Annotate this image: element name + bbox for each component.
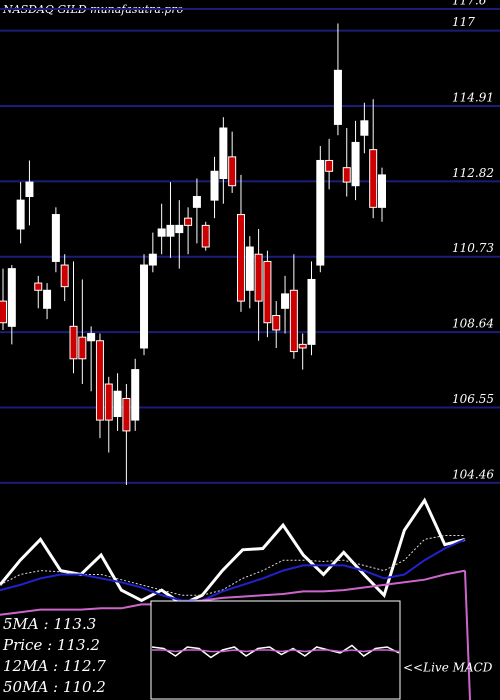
y-tick-label: 104.46 xyxy=(452,467,494,481)
candle-body xyxy=(148,253,157,266)
y-tick-label: 114.91 xyxy=(452,91,494,105)
macd-layer xyxy=(151,644,400,659)
candle-body xyxy=(281,293,290,309)
candle-body xyxy=(25,181,34,198)
ma-label: 12MA : 112.7 xyxy=(3,657,106,675)
candle-body xyxy=(113,390,122,417)
candle-body xyxy=(316,159,325,266)
candle-body xyxy=(307,278,316,345)
candle-body xyxy=(228,156,237,187)
y-tick-label: 117 xyxy=(452,15,475,29)
ma-line xyxy=(0,569,466,616)
candle-body xyxy=(254,253,263,302)
candle-body xyxy=(210,170,219,201)
candle-body xyxy=(104,383,113,421)
candle-body xyxy=(236,214,245,302)
ma-label: 5MA : 113.3 xyxy=(3,615,96,633)
candle-body xyxy=(78,336,87,360)
candle-body xyxy=(245,246,254,291)
candle-body xyxy=(157,228,166,237)
y-tick-label: 112.82 xyxy=(452,166,494,180)
candle-body xyxy=(298,343,307,349)
candle-body xyxy=(263,260,272,324)
candle-body xyxy=(51,214,60,262)
candle-body xyxy=(184,217,193,226)
candle-body xyxy=(87,333,96,342)
candle-body xyxy=(201,224,210,248)
candle-body xyxy=(122,397,131,432)
candle-body xyxy=(369,149,378,208)
candle-body xyxy=(0,300,7,324)
macd-line xyxy=(152,649,400,653)
candle-body xyxy=(333,69,342,125)
candle-body xyxy=(95,340,104,421)
candle-body xyxy=(140,264,149,349)
candle-body xyxy=(272,315,281,331)
candle-body xyxy=(219,127,228,179)
candle-body xyxy=(378,174,386,208)
macd-label: <<Live MACD xyxy=(403,661,493,675)
candle-body xyxy=(175,224,184,234)
candle-body xyxy=(289,289,298,353)
ma-label: Price : 113.2 xyxy=(2,636,100,654)
y-tick-label: 117.6 xyxy=(452,0,487,8)
candle-body xyxy=(69,325,78,360)
candle-body xyxy=(192,196,201,208)
candle-body xyxy=(131,369,140,421)
candle-body xyxy=(342,167,351,183)
candle-body xyxy=(351,141,360,187)
candle-body xyxy=(34,282,43,291)
ma-drop xyxy=(464,570,471,700)
candle-body xyxy=(325,159,334,172)
y-tick-label: 110.73 xyxy=(452,241,494,255)
y-tick-label: 106.55 xyxy=(452,392,494,406)
candle-body xyxy=(360,120,369,136)
candle-body xyxy=(16,199,25,230)
candle-body xyxy=(7,268,16,327)
candle-body xyxy=(43,289,52,309)
ma-label: 50MA : 110.2 xyxy=(3,678,106,696)
y-tick-label: 108.64 xyxy=(452,317,494,331)
ma-line xyxy=(0,538,466,602)
candle-body xyxy=(166,224,175,237)
candle-body xyxy=(60,264,69,288)
